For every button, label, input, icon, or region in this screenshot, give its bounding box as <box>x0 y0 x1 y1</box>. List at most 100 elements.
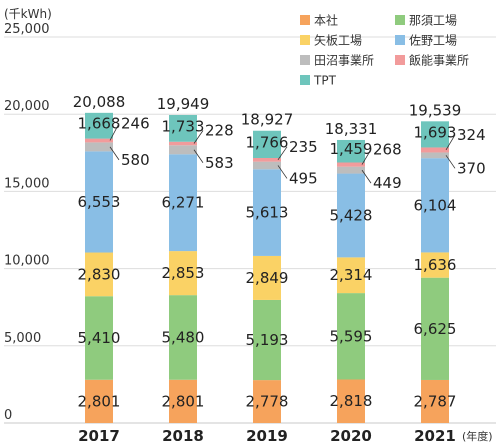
bar-segment <box>85 151 113 253</box>
bar-segment <box>169 379 197 423</box>
leader-line <box>361 169 372 184</box>
bar-segment <box>337 293 365 380</box>
leader-line <box>109 123 120 141</box>
leader-line <box>193 149 204 163</box>
segment-value-label: 2,849 <box>246 269 289 287</box>
legend-swatch <box>395 55 405 65</box>
legend-label: 本社 <box>314 13 338 28</box>
bar-segment <box>337 166 365 174</box>
segment-value-label: 5,428 <box>330 206 373 224</box>
y-tick-label: 25,000 <box>4 22 50 37</box>
bar-segment <box>421 379 449 423</box>
segment-value-label: 2,801 <box>78 392 121 410</box>
bar-segment <box>253 255 281 300</box>
bar-segment <box>337 379 365 423</box>
bar-segment <box>337 257 365 294</box>
segment-value-label: 2,830 <box>78 265 121 283</box>
segment-value-label: 2,314 <box>330 266 373 284</box>
bar-segment <box>169 154 197 252</box>
bar-segment <box>169 295 197 380</box>
value-labels: 2,801 5,410 2,830 6,553 1,668 246 580 20,088 2,8… <box>73 93 486 411</box>
bar-segment <box>421 152 449 159</box>
bar-segment <box>253 380 281 423</box>
bar-segment <box>421 147 449 153</box>
segment-value-label: 5,410 <box>78 329 121 347</box>
bar-segment <box>337 173 365 258</box>
side-value-label: 324 <box>457 126 486 144</box>
side-value-label: 583 <box>205 154 234 172</box>
legend-label: 田沼事業所 <box>314 54 374 68</box>
bar-segment <box>85 379 113 423</box>
side-value-label: 370 <box>457 159 486 177</box>
segment-value-label: 2,778 <box>246 393 289 411</box>
leader-line <box>361 149 372 165</box>
total-label: 19,539 <box>409 101 462 119</box>
y-tick-label: 15,000 <box>4 176 50 191</box>
bars <box>85 112 449 423</box>
segment-value-label: 5,193 <box>246 331 289 349</box>
segment-value-label: 5,595 <box>330 327 373 345</box>
segment-value-label: 1,636 <box>414 256 457 274</box>
y-tick-label: 5,000 <box>4 331 41 346</box>
side-value-label: 235 <box>289 138 318 156</box>
bar-segment <box>253 130 281 159</box>
leader-line <box>109 146 120 161</box>
total-label: 20,088 <box>73 93 126 111</box>
legend-label: TPT <box>313 74 337 88</box>
bar-segment <box>169 145 197 155</box>
legend-label: 飯能事業所 <box>409 53 469 68</box>
side-value-label: 246 <box>121 114 150 132</box>
bar-segment <box>169 114 197 142</box>
segment-value-label: 1,766 <box>246 133 289 151</box>
legend-label: 矢板工場 <box>314 34 362 48</box>
legend-swatch <box>300 75 310 85</box>
side-value-label: 495 <box>289 169 318 187</box>
y-axis-ticks: 0 5,000 10,000 15,000 20,000 25,000 <box>4 22 50 423</box>
bar-segment <box>85 112 113 139</box>
bar-segment <box>253 158 281 162</box>
segment-value-label: 5,480 <box>162 328 205 346</box>
x-tick-label: 2021 <box>414 427 456 445</box>
total-label: 19,949 <box>157 95 210 113</box>
bar-segment <box>253 299 281 381</box>
bar-segment <box>85 138 113 143</box>
segment-value-label: 2,853 <box>162 264 205 282</box>
leader-line <box>445 155 456 169</box>
bar-segment <box>85 296 113 380</box>
leader-line <box>277 165 288 179</box>
legend-swatch <box>300 15 310 25</box>
bar-segment <box>169 141 197 146</box>
segment-value-label: 1,668 <box>78 115 121 133</box>
legend-label: 佐野工場 <box>409 34 457 48</box>
leader-line <box>445 134 456 151</box>
segment-value-label: 2,818 <box>330 392 373 410</box>
legend-swatch <box>300 55 310 65</box>
bar-segment <box>421 277 449 380</box>
segment-value-label: 2,787 <box>414 392 457 410</box>
bar-segment <box>421 252 449 278</box>
bar-segment <box>253 161 281 170</box>
x-axis-ticks: 2017 2018 2019 2020 2021 <box>78 427 456 445</box>
leader-line <box>277 146 288 161</box>
bar-segment <box>85 252 113 297</box>
side-value-label: 449 <box>373 174 402 192</box>
x-tick-label: 2018 <box>162 427 204 445</box>
legend-label: 那須工場 <box>409 14 457 28</box>
segment-value-label: 6,271 <box>162 194 205 212</box>
bar-segment <box>337 139 365 163</box>
segment-value-label: 1,693 <box>414 123 457 141</box>
legend-swatch <box>300 35 310 45</box>
legend-swatch <box>395 15 405 25</box>
bar-segment <box>169 251 197 296</box>
x-tick-label: 2020 <box>330 427 372 445</box>
x-tick-label: 2017 <box>78 427 120 445</box>
segment-value-label: 6,104 <box>414 196 457 214</box>
bar-segment <box>337 162 365 167</box>
segment-value-label: 6,625 <box>414 320 457 338</box>
segment-value-label: 1,733 <box>162 117 205 135</box>
leader-line <box>193 130 204 144</box>
side-value-label: 268 <box>373 141 402 159</box>
x-axis-unit: (年度) <box>462 429 493 443</box>
